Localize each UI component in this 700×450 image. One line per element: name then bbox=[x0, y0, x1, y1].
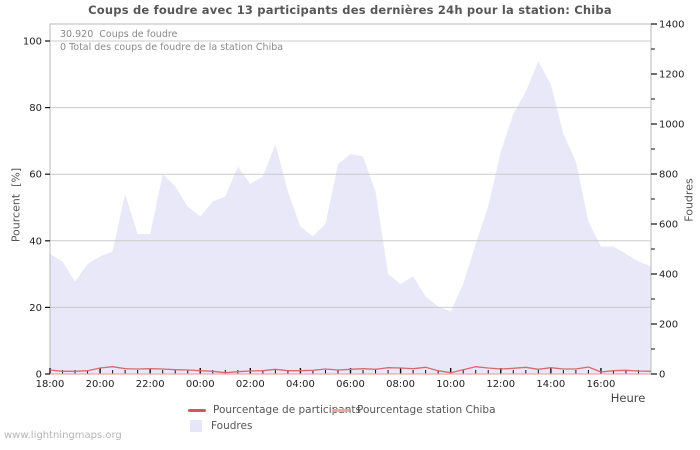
participants-line-swatch bbox=[188, 408, 206, 412]
x-tick-label: 00:00 bbox=[186, 379, 215, 390]
x-tick-label: 14:00 bbox=[536, 379, 565, 390]
legend-item-participants: Pourcentage de participants bbox=[188, 404, 361, 416]
y-left-tick-label: 100 bbox=[23, 37, 42, 48]
y-left-tick-label: 80 bbox=[29, 103, 42, 114]
y-right-tick-label: 1200 bbox=[659, 70, 684, 81]
y-right-tick-label: 600 bbox=[659, 220, 678, 231]
y-left-tick-label: 60 bbox=[29, 170, 42, 181]
annotation-total-strikes: 30.920 Coups de foudre bbox=[60, 29, 178, 40]
x-tick-label: 04:00 bbox=[286, 379, 315, 390]
y-right-tick-label: 0 bbox=[659, 370, 665, 381]
foudres-area bbox=[50, 61, 651, 374]
x-tick-label: 22:00 bbox=[136, 379, 165, 390]
x-tick-label: 18:00 bbox=[36, 379, 65, 390]
x-tick-label: 06:00 bbox=[336, 379, 365, 390]
annotation-station-total: 0 Total des coups de foudre de la statio… bbox=[60, 42, 284, 53]
foudres-area-swatch bbox=[190, 420, 202, 432]
x-tick-label: 12:00 bbox=[486, 379, 515, 390]
x-tick-label: 10:00 bbox=[436, 379, 465, 390]
legend-item-foudres: Foudres bbox=[188, 420, 252, 432]
y-right-axis-title: Foudres bbox=[682, 178, 696, 222]
x-tick-label: 16:00 bbox=[587, 379, 616, 390]
y-right-tick-label: 200 bbox=[659, 320, 678, 331]
y-right-tick-label: 800 bbox=[659, 170, 678, 181]
legend-item-station: Pourcentage station Chiba bbox=[332, 404, 496, 416]
legend-label-foudres: Foudres bbox=[211, 420, 253, 432]
y-left-axis-title: Pourcent [%] bbox=[9, 167, 23, 243]
legend-label-participants: Pourcentage de participants bbox=[213, 404, 361, 416]
station-line-swatch bbox=[332, 408, 350, 412]
chart-title: Coups de foudre avec 13 participants des… bbox=[88, 3, 612, 17]
participants-line bbox=[49, 366, 652, 374]
y-right-tick-label: 1000 bbox=[659, 120, 684, 131]
y-right-tick-label: 1400 bbox=[659, 20, 684, 31]
y-left-tick-label: 20 bbox=[29, 303, 42, 314]
watermark: www.lightningmaps.org bbox=[4, 430, 122, 441]
y-left-tick-label: 0 bbox=[36, 370, 42, 381]
y-right-tick-label: 400 bbox=[659, 270, 678, 281]
y-left-tick-label: 40 bbox=[29, 236, 42, 247]
x-tick-label: 20:00 bbox=[86, 379, 115, 390]
legend-label-station: Pourcentage station Chiba bbox=[357, 404, 496, 416]
x-axis-title: Heure bbox=[610, 391, 646, 405]
x-tick-label: 02:00 bbox=[236, 379, 265, 390]
x-tick-label: 08:00 bbox=[386, 379, 415, 390]
